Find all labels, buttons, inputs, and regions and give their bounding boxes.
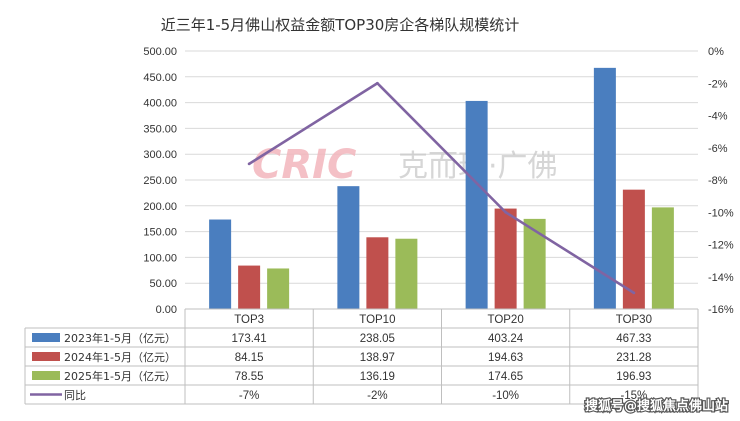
y-right-tick-label: -10% <box>708 207 734 219</box>
y-right-tick-label: -4% <box>708 111 728 123</box>
legend-swatch <box>32 352 60 361</box>
bar <box>366 237 389 309</box>
legend-swatch <box>32 371 60 380</box>
bar <box>465 100 488 309</box>
right-axis-ticks: 0% -2% -4% -6% -8% -10% -12% -14% -16% <box>708 46 734 316</box>
y-left-tick-label: 100.00 <box>143 252 177 264</box>
y-left-tick-label: 250.00 <box>143 175 177 187</box>
y-right-tick-label: -16% <box>708 304 734 316</box>
category-label: TOP30 <box>616 314 652 326</box>
watermark-logo: CRIC <box>252 142 356 188</box>
y-left-tick-label: 300.00 <box>143 149 177 161</box>
data-label: 78.55 <box>235 371 264 383</box>
data-label: -10% <box>492 390 519 402</box>
chart-title: 近三年1-5月佛山权益金额TOP30房企各梯队规模统计 <box>161 16 520 34</box>
y-left-tick-label: 350.00 <box>143 123 177 135</box>
bar <box>593 67 616 309</box>
bar <box>494 208 517 309</box>
line-point <box>247 162 251 166</box>
footer-source: 搜狐号@搜狐焦点佛山站 <box>585 398 728 414</box>
data-label: -2% <box>367 390 387 402</box>
bar-series <box>209 67 674 309</box>
category-label: TOP20 <box>488 314 524 326</box>
data-label: 194.63 <box>488 352 523 364</box>
series-name: 2023年1-5月（亿元） <box>64 331 176 345</box>
data-label: 467.33 <box>616 333 651 345</box>
bar <box>651 207 674 309</box>
bar <box>622 189 645 309</box>
series-name: 2025年1-5月（亿元） <box>64 369 176 383</box>
bar <box>395 238 418 309</box>
left-axis-ticks: 0.00 50.00 100.00 150.00 200.00 250.00 300.00 3… <box>143 46 177 316</box>
series-name: 2024年1-5月（亿元） <box>64 350 176 364</box>
data-label: -7% <box>239 390 259 402</box>
data-label: 138.97 <box>360 352 395 364</box>
y-right-tick-label: -2% <box>708 78 728 90</box>
data-table: TOP3 TOP10 TOP20 TOP30 2023年1-5月（亿元） 173.41 23… <box>24 308 699 405</box>
y-left-tick-label: 0.00 <box>156 304 177 316</box>
bar <box>209 219 232 309</box>
line-point <box>632 291 636 295</box>
line-series-path <box>248 81 635 294</box>
y-left-tick-label: 400.00 <box>143 98 177 110</box>
bar <box>523 218 546 309</box>
y-right-tick-label: -12% <box>708 240 734 252</box>
y-right-tick-label: -6% <box>708 143 728 155</box>
bar <box>267 268 290 309</box>
y-left-tick-label: 150.00 <box>143 227 177 239</box>
line-point <box>375 81 379 85</box>
watermark: CRIC 克而瑞·广佛 <box>252 142 558 188</box>
y-left-tick-label: 450.00 <box>143 72 177 84</box>
y-left-tick-label: 50.00 <box>149 278 177 290</box>
y-right-tick-label: -8% <box>708 175 728 187</box>
data-label: 403.24 <box>488 333 524 345</box>
data-label: 238.05 <box>360 333 395 345</box>
series-name: 同比 <box>64 389 86 402</box>
y-right-tick-label: 0% <box>708 46 724 58</box>
category-label: TOP3 <box>234 314 264 326</box>
category-label: TOP10 <box>359 314 395 326</box>
bar <box>337 186 360 309</box>
legend-swatch <box>32 333 60 342</box>
data-label: 196.93 <box>616 371 651 383</box>
data-label: -15% <box>620 390 647 402</box>
data-label: 173.41 <box>232 333 267 345</box>
line-series <box>247 81 636 295</box>
data-label: 174.65 <box>488 371 523 383</box>
data-label: 84.15 <box>235 352 264 364</box>
y-right-tick-label: -14% <box>708 272 734 284</box>
line-point <box>504 210 508 214</box>
y-left-tick-label: 200.00 <box>143 201 177 213</box>
bar <box>238 265 261 309</box>
y-left-tick-label: 500.00 <box>143 46 177 58</box>
data-label: 136.19 <box>360 371 395 383</box>
data-label: 231.28 <box>616 352 651 364</box>
